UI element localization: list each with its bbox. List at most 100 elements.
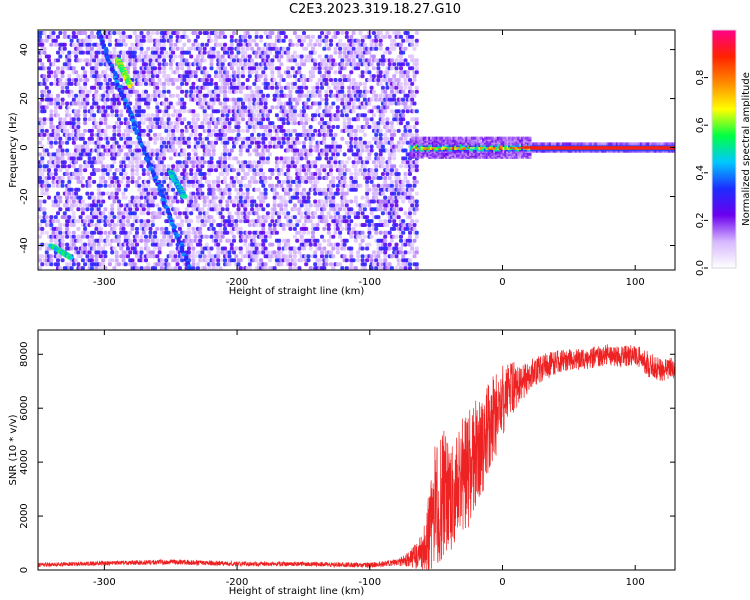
spectrogram-cell bbox=[87, 179, 92, 184]
spectrogram-cell bbox=[374, 258, 379, 263]
spectrogram-cell bbox=[308, 246, 313, 251]
spectrogram-cell bbox=[299, 215, 304, 220]
spectrogram-cell bbox=[247, 250, 252, 255]
spectrogram-cell bbox=[308, 42, 313, 47]
spectrogram-cell bbox=[168, 62, 173, 67]
spectrogram-cell bbox=[272, 136, 277, 141]
spectrogram-cell bbox=[297, 140, 302, 145]
spectrogram-cell bbox=[261, 230, 266, 235]
spectrogram-cell bbox=[250, 46, 255, 51]
spectrogram-cell bbox=[252, 238, 257, 243]
spectrogram-cell bbox=[53, 168, 58, 173]
spectrogram-cell bbox=[297, 207, 302, 212]
spectrogram-cell bbox=[180, 62, 185, 67]
spectrogram-cell bbox=[146, 74, 151, 79]
spectrogram-cell bbox=[130, 258, 135, 263]
spectrogram-cell bbox=[83, 117, 88, 122]
spectrogram-cell bbox=[353, 238, 358, 243]
spectrogram-cell bbox=[227, 78, 232, 82]
spectrogram-cell bbox=[114, 250, 119, 255]
spectrogram-cell bbox=[223, 152, 227, 157]
spectrogram-cell bbox=[103, 132, 108, 137]
spectrogram-cell bbox=[308, 105, 313, 110]
spectrogram-cell bbox=[277, 211, 282, 216]
spectrogram-cell bbox=[342, 109, 347, 114]
spectrogram-cell bbox=[105, 191, 110, 196]
spectrogram-cell bbox=[114, 109, 119, 114]
spectrogram-cell bbox=[40, 226, 45, 231]
spectrogram-cell bbox=[164, 136, 169, 141]
spectrogram-cell bbox=[123, 230, 128, 235]
spectrogram-cell bbox=[132, 50, 137, 55]
spectrogram-cell bbox=[67, 74, 72, 79]
spectrogram-cell bbox=[304, 270, 308, 274]
spectrogram-cell bbox=[38, 117, 42, 122]
spectrogram-cell bbox=[87, 176, 92, 180]
spectrogram-cell bbox=[146, 31, 151, 35]
spectrogram-cell bbox=[387, 34, 392, 39]
spectrogram-cell bbox=[277, 66, 282, 71]
spectrogram-cell bbox=[259, 74, 264, 79]
spectrogram-cell bbox=[306, 160, 311, 165]
spectrogram-cell bbox=[232, 97, 236, 102]
spectrogram-cell bbox=[207, 101, 212, 106]
spectrogram-cell bbox=[306, 230, 311, 235]
spectrogram-cell bbox=[67, 105, 72, 110]
spectrogram-cell bbox=[56, 160, 60, 165]
spectrogram-cell bbox=[358, 136, 363, 141]
spectrogram-cell bbox=[256, 132, 261, 137]
spectrogram-cell bbox=[335, 191, 340, 196]
spectrogram-cell bbox=[164, 226, 169, 231]
spectrogram-cell bbox=[317, 42, 322, 47]
spectrogram-cell bbox=[38, 223, 42, 227]
spectrogram-cell bbox=[162, 168, 167, 173]
spectrogram-cell bbox=[155, 105, 160, 110]
spectrogram-cell bbox=[292, 128, 297, 133]
spectrogram-cell bbox=[315, 223, 320, 227]
spectrogram-cell bbox=[189, 125, 194, 129]
spectrogram-cell bbox=[67, 54, 72, 59]
spectrogram-cell bbox=[155, 46, 160, 51]
spectrogram-cell bbox=[311, 215, 315, 220]
spectrogram-cell bbox=[137, 113, 142, 118]
spectrogram-cell bbox=[317, 168, 322, 173]
spectrogram-cell bbox=[263, 176, 268, 180]
spectrogram-cell bbox=[313, 254, 318, 259]
spectrogram-cell bbox=[371, 183, 376, 188]
spectrogram-cell bbox=[141, 113, 146, 118]
spectrogram-cell bbox=[76, 121, 81, 126]
spectrogram-cell bbox=[227, 156, 232, 161]
spectrogram-cell bbox=[229, 42, 234, 47]
spectrogram-cell bbox=[232, 31, 236, 35]
spectrogram-cell bbox=[374, 195, 379, 200]
spectrogram-cell bbox=[214, 203, 218, 208]
spectrogram-cell bbox=[211, 148, 216, 153]
spectrogram-cell bbox=[89, 207, 94, 212]
spectrogram-cell bbox=[326, 238, 331, 243]
spectrogram-cell bbox=[229, 246, 234, 251]
spectrogram-cell bbox=[295, 136, 300, 141]
spectrogram-cell bbox=[322, 140, 327, 145]
spectrogram-cell bbox=[304, 242, 309, 247]
spectrogram-cell bbox=[360, 144, 365, 149]
spectrogram-cell bbox=[146, 93, 151, 98]
spectrogram-cell bbox=[153, 132, 158, 137]
spectrogram-cell bbox=[130, 152, 135, 157]
spectrogram-cell bbox=[56, 152, 60, 157]
spectrogram-cell bbox=[234, 176, 239, 180]
spectrogram-cell bbox=[153, 93, 158, 98]
spectrogram-cell bbox=[204, 242, 209, 247]
spectrogram-cell bbox=[44, 242, 49, 247]
spectrogram-cell bbox=[71, 164, 76, 169]
spectrogram-cell bbox=[135, 70, 139, 75]
spectrogram-cell bbox=[114, 105, 119, 110]
spectrogram-cell bbox=[297, 172, 302, 176]
spectrogram-cell bbox=[288, 93, 293, 98]
spectrogram-cell bbox=[146, 191, 151, 196]
spectrogram-cell bbox=[247, 42, 252, 47]
spectrogram-cell bbox=[254, 117, 259, 122]
spectrogram-cell bbox=[374, 226, 379, 231]
spectrogram-cell bbox=[168, 242, 173, 247]
spectrogram-cell bbox=[153, 140, 158, 145]
spectrogram-cell bbox=[38, 168, 42, 173]
